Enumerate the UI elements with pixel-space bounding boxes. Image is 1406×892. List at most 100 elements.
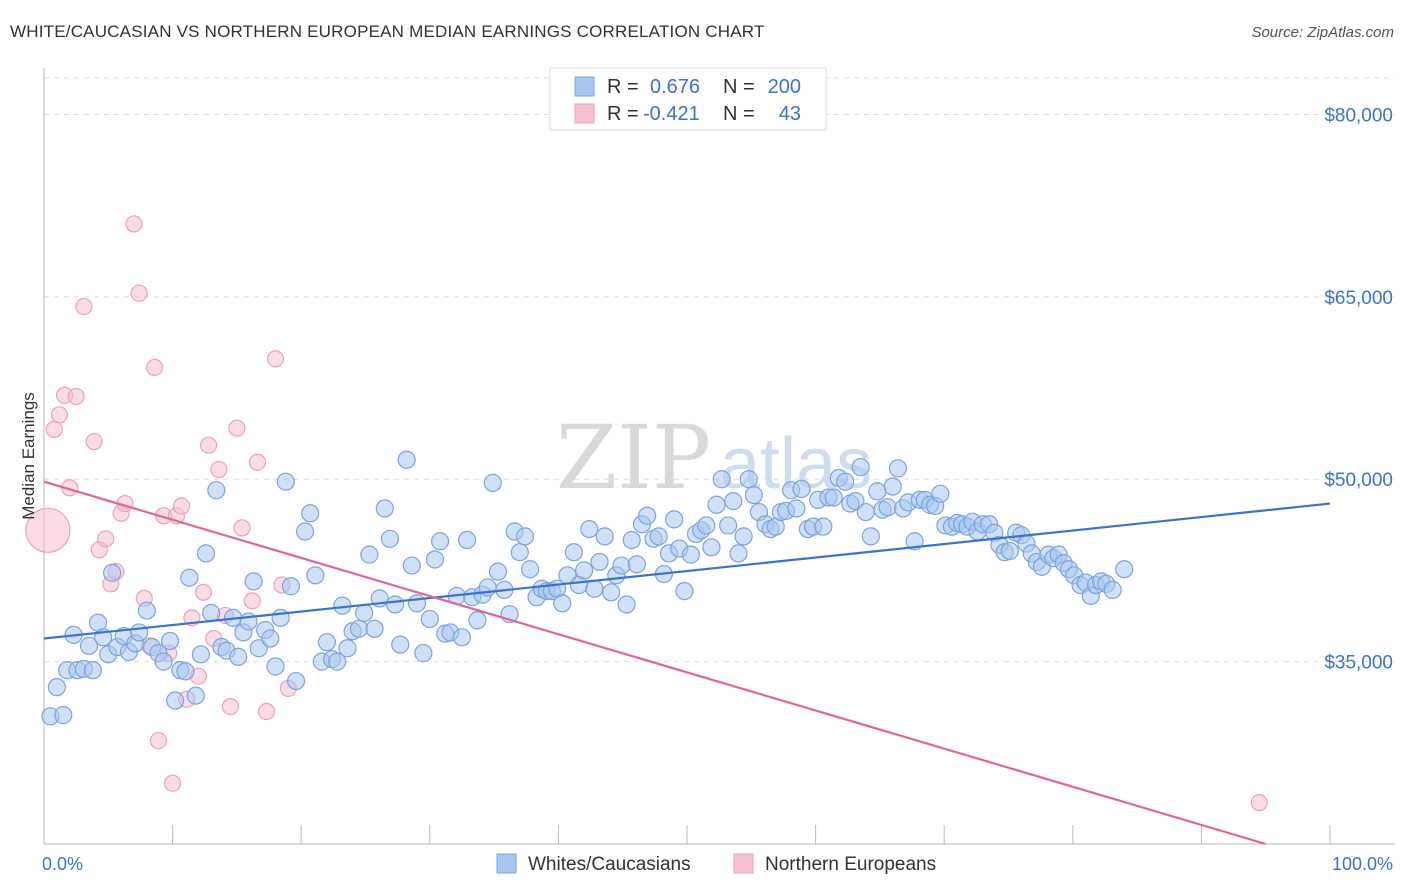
blue-point: [83, 661, 102, 680]
trend-line-northern: [43, 480, 1267, 846]
blue-point: [202, 603, 221, 623]
legend-n-label-1: N =: [723, 76, 755, 98]
pink-point: [149, 732, 168, 750]
blue-point: [575, 561, 594, 580]
blue-point: [276, 472, 295, 491]
blue-point: [521, 560, 540, 579]
blue-point: [420, 609, 439, 629]
blue-point: [622, 530, 641, 550]
blue-point: [665, 510, 684, 529]
y-tick-label-0: $80,000: [1324, 105, 1393, 126]
legend-n-value-2: 43: [779, 103, 801, 125]
blue-point: [878, 498, 897, 517]
blue-point: [360, 545, 379, 564]
blue-point: [681, 545, 700, 564]
blue-point: [553, 594, 572, 613]
pink-point: [228, 419, 246, 437]
blue-point: [744, 485, 763, 505]
blue-point: [306, 566, 325, 585]
legend-n-label-2: N =: [723, 103, 755, 125]
blue-point: [510, 543, 529, 562]
blue-point: [286, 671, 306, 691]
blue-point: [931, 484, 950, 503]
legend-swatch-blue: [574, 76, 595, 97]
blue-point: [397, 450, 416, 469]
pink-point: [243, 592, 261, 610]
blue-point: [580, 519, 599, 539]
blue-point: [154, 652, 173, 671]
blue-point: [271, 608, 290, 627]
blue-point: [244, 572, 263, 591]
chart-source: Source: ZipAtlas.com: [1251, 24, 1394, 41]
pink-point: [25, 507, 71, 553]
blue-point: [617, 595, 636, 614]
pink-point: [97, 530, 115, 548]
blue-point: [638, 506, 657, 525]
trend-lines: [43, 480, 1331, 846]
pink-point: [233, 519, 251, 537]
blue-point: [191, 645, 210, 664]
blue-point: [186, 686, 205, 705]
y-axis-label: Median Earnings: [19, 392, 38, 520]
trend-line-whites: [43, 502, 1331, 640]
blue-point: [452, 628, 472, 647]
y-tick-label-1: $65,000: [1324, 288, 1393, 309]
blue-point: [266, 657, 285, 676]
blue-point: [697, 516, 716, 535]
blue-point: [261, 629, 280, 648]
blue-point: [317, 633, 337, 652]
blue-point: [176, 662, 195, 681]
blue-point: [515, 527, 535, 546]
watermark-zip: ZIP: [556, 406, 711, 509]
blue-point: [301, 504, 320, 523]
legend-box: [549, 67, 827, 131]
x-tick-labels: 0.0% 100.0%: [42, 854, 1393, 874]
blue-point: [407, 594, 427, 613]
blue-point: [792, 479, 811, 499]
blue-point: [355, 603, 374, 623]
blue-point: [595, 527, 614, 546]
blue-point: [707, 495, 726, 514]
gridlines: [44, 77, 1395, 663]
blue-point: [612, 556, 631, 575]
blue-point: [602, 583, 621, 602]
pink-point: [194, 583, 213, 601]
blue-point: [488, 562, 508, 581]
whites-caucasians-points: [41, 450, 1134, 726]
blue-point: [391, 635, 410, 654]
blue-point: [1115, 560, 1134, 579]
blue-point: [103, 563, 122, 582]
blue-point: [196, 544, 216, 563]
pink-point: [75, 297, 93, 316]
legend-n-value-1: 200: [768, 76, 801, 98]
blue-point: [787, 499, 806, 518]
blue-point: [137, 601, 156, 620]
blue-point: [675, 581, 694, 601]
blue-point: [483, 473, 502, 492]
blue-point: [375, 499, 394, 518]
blue-point: [856, 502, 875, 522]
blue-point: [414, 644, 433, 663]
pink-point: [67, 387, 85, 406]
blue-point: [851, 457, 870, 477]
pink-point: [130, 284, 148, 302]
blue-point: [814, 517, 833, 536]
blue-point: [888, 459, 908, 478]
blue-point: [836, 472, 855, 491]
blue-point: [425, 550, 445, 569]
blue-point: [739, 470, 758, 489]
pink-point: [173, 497, 191, 515]
blue-point: [564, 543, 583, 562]
blue-point: [824, 488, 843, 507]
blue-point: [712, 470, 731, 489]
y-tick-labels: $80,000 $65,000 $50,000 $35,000: [1324, 105, 1393, 673]
blue-point: [1103, 580, 1122, 599]
y-tick-label-3: $35,000: [1324, 653, 1393, 674]
blue-point: [861, 527, 880, 546]
bottom-legend-label-whites: Whites/Caucasians: [528, 854, 691, 875]
pink-point: [45, 420, 63, 438]
blue-point: [385, 595, 405, 614]
legend: R = 0.676 N = 200 R = -0.421 N = 43: [549, 67, 827, 131]
pink-point: [210, 460, 228, 479]
